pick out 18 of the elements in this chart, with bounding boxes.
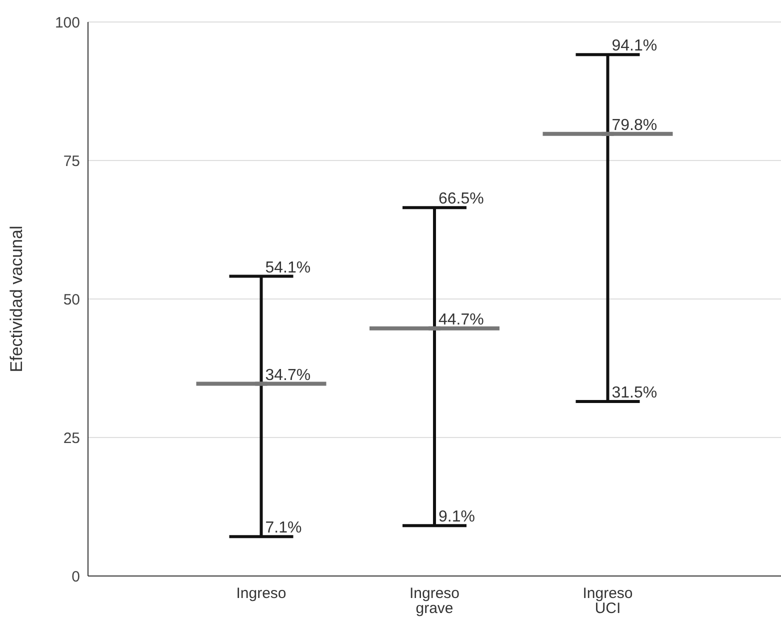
data-label: 79.8% xyxy=(612,116,658,134)
x-tick-label: Ingreso grave xyxy=(409,585,460,617)
y-tick-label: 0 xyxy=(72,568,80,586)
x-tick-label: Ingreso xyxy=(236,585,286,602)
annotation: 31.5% xyxy=(612,384,658,402)
data-label: 34.7% xyxy=(265,366,311,384)
y-tick-label: 75 xyxy=(63,152,80,170)
y-axis-title: Efectividad vacunal xyxy=(7,226,26,372)
y-tick-label: 50 xyxy=(63,291,80,308)
annotation: 7.1% xyxy=(265,520,302,537)
annotation: 94.1% xyxy=(612,38,658,55)
x-tick-label: Ingreso UCI xyxy=(582,585,633,617)
data-label: 44.7% xyxy=(438,311,484,328)
y-tick-label: 100 xyxy=(54,14,80,32)
annotation: 54.1% xyxy=(265,259,311,276)
annotation: 9.1% xyxy=(438,508,475,526)
y-tick-label: 25 xyxy=(63,430,80,447)
annotation: 66.5% xyxy=(438,190,484,208)
